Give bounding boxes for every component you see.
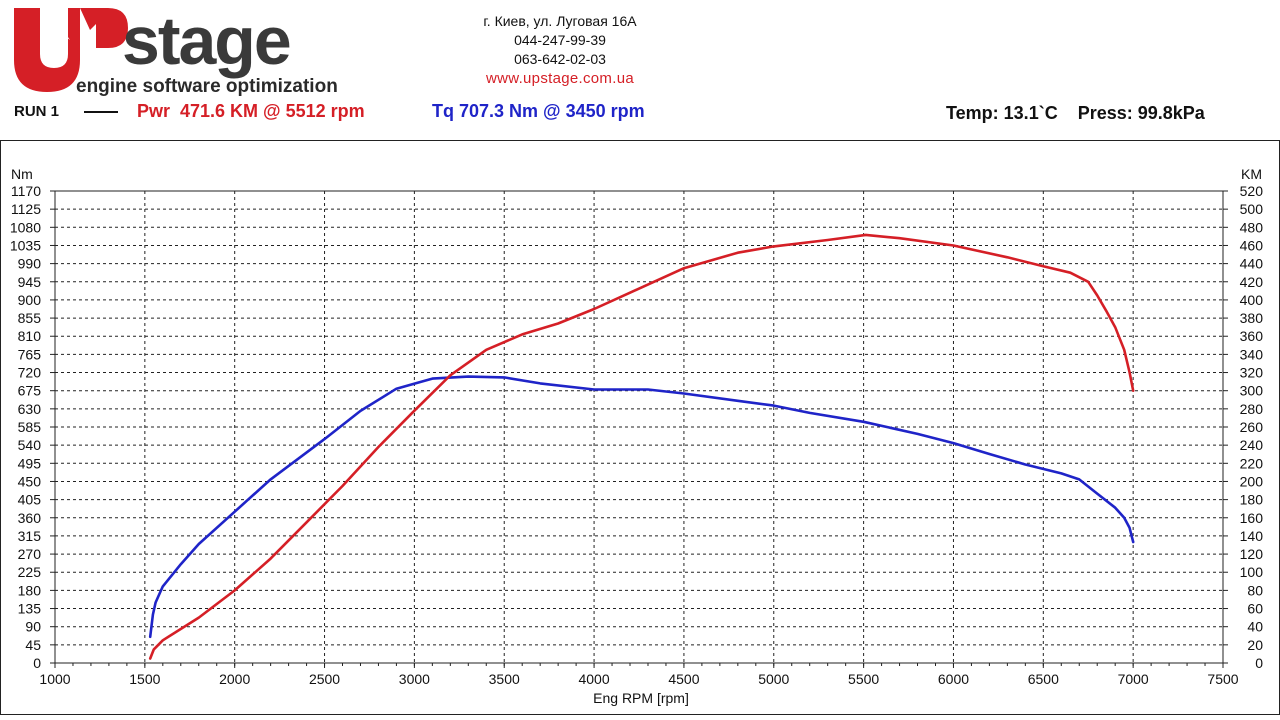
y-left-tick-label: 900 bbox=[18, 292, 42, 308]
y-right-tick-label: 380 bbox=[1240, 310, 1264, 326]
y-left-tick-label: 90 bbox=[25, 619, 41, 635]
y-left-tick-label: 720 bbox=[18, 365, 42, 381]
y-right-tick-label: 220 bbox=[1240, 455, 1264, 471]
y-right-tick-label: 120 bbox=[1240, 546, 1264, 562]
y-right-tick-label: 460 bbox=[1240, 237, 1264, 253]
y-right-tick-label: 80 bbox=[1247, 582, 1263, 598]
y-left-tick-label: 360 bbox=[18, 510, 42, 526]
y-left-tick-label: 675 bbox=[18, 383, 42, 399]
y-right-tick-label: 340 bbox=[1240, 346, 1264, 362]
x-tick-label: 7500 bbox=[1207, 671, 1238, 687]
logo-brand-text: stage bbox=[122, 3, 290, 79]
y-left-tick-label: 1170 bbox=[11, 183, 41, 199]
y-left-tick-label: 630 bbox=[18, 401, 42, 417]
conditions-text: Temp: 13.1`C Press: 99.8kPa bbox=[946, 103, 1205, 124]
logo-arrow-shape bbox=[42, 20, 70, 64]
y-left-tick-label: 450 bbox=[18, 473, 42, 489]
y-left-axis-label: Nm bbox=[11, 166, 33, 182]
y-left-tick-label: 945 bbox=[18, 274, 42, 290]
logo-p-shape bbox=[80, 8, 128, 48]
y-right-axis-label: KM bbox=[1241, 166, 1262, 182]
y-right-tick-label: 440 bbox=[1240, 256, 1264, 272]
x-tick-label: 5500 bbox=[848, 671, 879, 687]
y-right-tick-label: 200 bbox=[1240, 473, 1264, 489]
y-left-tick-label: 1080 bbox=[10, 219, 41, 235]
series-line-pwr bbox=[150, 235, 1133, 659]
upstage-logo: stage engine software optimization bbox=[4, 2, 404, 96]
y-left-tick-label: 855 bbox=[18, 310, 42, 326]
y-left-tick-label: 0 bbox=[33, 655, 41, 671]
y-left-tick-label: 405 bbox=[18, 492, 42, 508]
y-left-tick-label: 585 bbox=[18, 419, 42, 435]
y-right-tick-label: 320 bbox=[1240, 365, 1264, 381]
y-right-tick-label: 40 bbox=[1247, 619, 1263, 635]
power-summary: Pwr 471.6 KM @ 5512 rpm bbox=[137, 101, 365, 122]
address-text: г. Киев, ул. Луговая 16А bbox=[430, 12, 690, 31]
y-right-tick-label: 60 bbox=[1247, 601, 1263, 617]
chart-frame: 1000 1500 2000 2500 3000 3500 4000 4500 5000 5500… bbox=[0, 140, 1280, 715]
y-left-tick-label: 315 bbox=[18, 528, 42, 544]
contact-block: г. Киев, ул. Луговая 16А 044-247-99-39 0… bbox=[430, 12, 690, 88]
logo-tagline: engine software optimization bbox=[76, 76, 338, 96]
y-right-tick-label: 20 bbox=[1247, 637, 1263, 653]
x-tick-label: 6500 bbox=[1028, 671, 1059, 687]
y-right-tick-label: 360 bbox=[1240, 328, 1264, 344]
y-right-tick-label: 420 bbox=[1240, 274, 1264, 290]
y-left-tick-label: 495 bbox=[18, 455, 42, 471]
x-axis-label: Eng RPM [rpm] bbox=[593, 690, 689, 706]
y-right-tick-label: 260 bbox=[1240, 419, 1264, 435]
y-left-tick-label: 45 bbox=[25, 637, 41, 653]
x-tick-label: 7000 bbox=[1118, 671, 1149, 687]
run-legend-line bbox=[84, 111, 118, 113]
y-right-tick-label: 140 bbox=[1240, 528, 1264, 544]
x-tick-label: 4500 bbox=[668, 671, 699, 687]
y-right-tick-label: 280 bbox=[1240, 401, 1264, 417]
x-tick-label: 5000 bbox=[758, 671, 789, 687]
y-right-tick-label: 240 bbox=[1240, 437, 1264, 453]
website-link[interactable]: www.upstage.com.ua bbox=[430, 69, 690, 88]
series-line-tq bbox=[150, 377, 1133, 637]
y-left-tick-label: 540 bbox=[18, 437, 42, 453]
x-tick-label: 2000 bbox=[219, 671, 250, 687]
dyno-chart: 1000 1500 2000 2500 3000 3500 4000 4500 5000 5500… bbox=[1, 141, 1279, 714]
x-tick-label: 2500 bbox=[309, 671, 340, 687]
y-right-tick-label: 160 bbox=[1240, 510, 1264, 526]
y-right-tick-label: 520 bbox=[1240, 183, 1264, 199]
y-left-tick-label: 180 bbox=[18, 582, 42, 598]
x-tick-label: 3000 bbox=[399, 671, 430, 687]
x-tick-label: 4000 bbox=[578, 671, 609, 687]
y-left-tick-label: 225 bbox=[18, 564, 42, 580]
x-tick-label: 1000 bbox=[39, 671, 70, 687]
axes-layer: 1000 1500 2000 2500 3000 3500 4000 4500 5000 5500… bbox=[10, 183, 1263, 687]
y-left-tick-label: 990 bbox=[18, 256, 42, 272]
logo-u-shape bbox=[14, 8, 80, 92]
torque-summary: Tq 707.3 Nm @ 3450 rpm bbox=[432, 101, 645, 122]
run-label: RUN 1 bbox=[14, 103, 59, 120]
y-right-tick-label: 100 bbox=[1240, 564, 1264, 580]
y-right-tick-label: 480 bbox=[1240, 219, 1264, 235]
y-left-tick-label: 1035 bbox=[10, 237, 41, 253]
x-tick-label: 3500 bbox=[489, 671, 520, 687]
y-right-tick-label: 500 bbox=[1240, 201, 1264, 217]
y-left-tick-label: 135 bbox=[18, 601, 42, 617]
y-right-tick-label: 300 bbox=[1240, 383, 1264, 399]
y-left-tick-label: 270 bbox=[18, 546, 42, 562]
y-right-tick-label: 400 bbox=[1240, 292, 1264, 308]
y-left-tick-label: 810 bbox=[18, 328, 42, 344]
x-tick-label: 6000 bbox=[938, 671, 969, 687]
y-right-tick-label: 180 bbox=[1240, 492, 1264, 508]
y-left-tick-label: 1125 bbox=[11, 201, 41, 217]
series-layer bbox=[150, 235, 1133, 659]
phone-2: 063-642-02-03 bbox=[430, 50, 690, 69]
y-right-tick-label: 0 bbox=[1255, 655, 1263, 671]
y-left-tick-label: 765 bbox=[18, 346, 42, 362]
x-tick-label: 1500 bbox=[129, 671, 160, 687]
phone-1: 044-247-99-39 bbox=[430, 31, 690, 50]
